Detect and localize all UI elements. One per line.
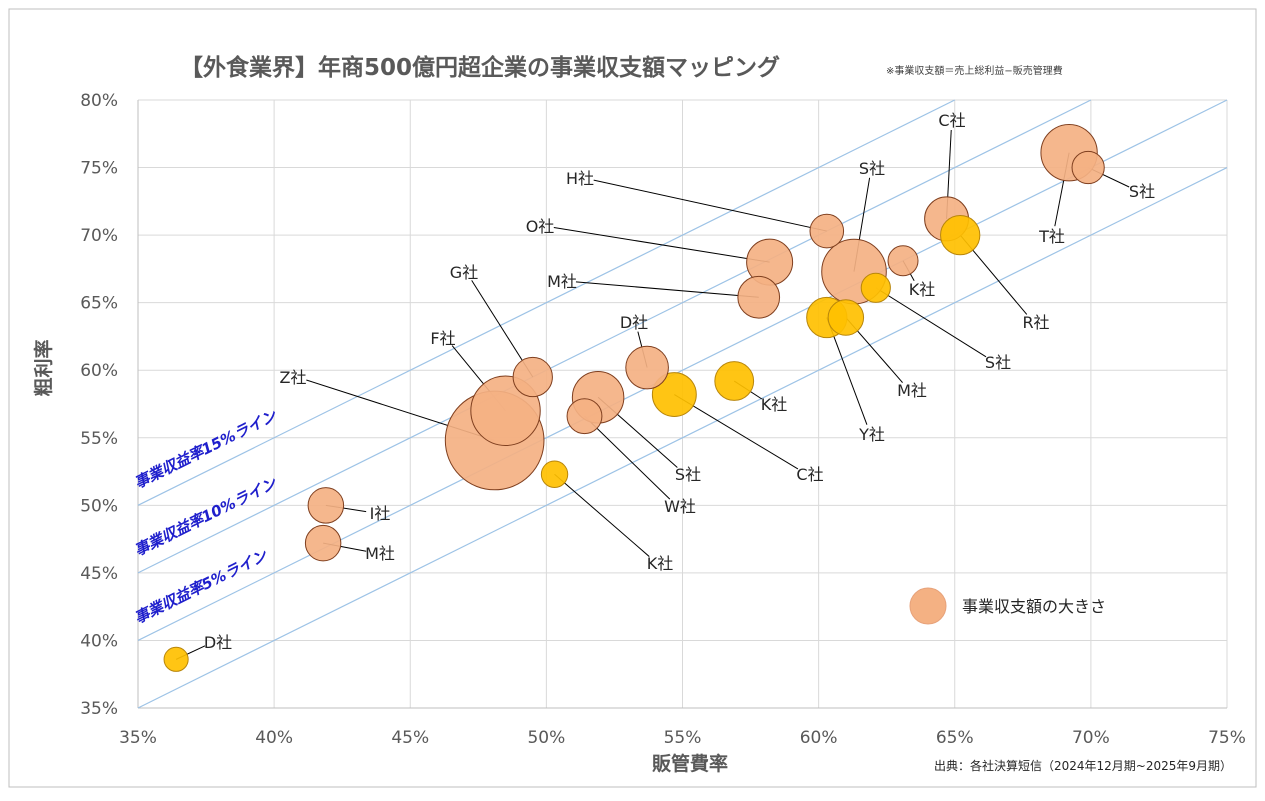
point-label: M社 xyxy=(365,544,395,563)
chart-note: ※事業収支額＝売上総利益−販売管理費 xyxy=(886,64,1063,77)
legend: 事業収支額の大きさ xyxy=(909,587,1106,625)
point-label: D社 xyxy=(620,313,648,332)
x-tick-label: 75% xyxy=(1208,728,1246,748)
bubble xyxy=(651,372,697,418)
reference-line xyxy=(137,99,1092,574)
x-tick-label: 70% xyxy=(1072,728,1110,748)
bubble xyxy=(540,460,569,488)
x-tick-label: 65% xyxy=(936,728,974,748)
source-note: 出典：各社決算短信（2024年12月期~2025年9月期） xyxy=(934,758,1232,773)
reference-line xyxy=(137,99,956,506)
y-tick-label: 80% xyxy=(80,91,118,111)
bubble xyxy=(304,524,342,562)
legend-label: 事業収支額の大きさ xyxy=(962,597,1106,616)
leader-line xyxy=(584,415,671,500)
point-label: S社 xyxy=(859,159,885,178)
leader-line xyxy=(554,473,650,557)
point-label: T社 xyxy=(1038,227,1065,246)
point-label: H社 xyxy=(566,169,594,188)
x-tick-label: 45% xyxy=(391,728,429,748)
point-label: F社 xyxy=(430,329,455,348)
leader-line xyxy=(553,227,770,263)
point-label: K社 xyxy=(909,280,936,299)
bubble xyxy=(566,398,603,435)
point-label: G社 xyxy=(450,263,478,282)
y-tick-label: 75% xyxy=(80,159,118,179)
x-tick-label: 55% xyxy=(664,728,702,748)
point-label: S社 xyxy=(1129,182,1155,201)
point-label: C社 xyxy=(796,465,823,484)
point-label: K社 xyxy=(647,554,674,573)
bubble xyxy=(860,272,891,303)
bubble xyxy=(512,356,553,398)
bubble xyxy=(940,214,981,256)
y-tick-label: 40% xyxy=(80,631,118,651)
bubble xyxy=(887,245,919,277)
point-label: O社 xyxy=(526,217,555,236)
bubble xyxy=(827,299,865,336)
y-tick-label: 50% xyxy=(80,496,118,516)
bubble xyxy=(1071,150,1105,185)
point-label: Y社 xyxy=(858,425,885,444)
point-labels: T社 S社 C社 R社 H社 S社 K社 S社 O社 M社 M社 Y社 D社 K社 C社 G社 F社 Z社 S社 W社… xyxy=(204,111,1155,652)
leader-line xyxy=(875,287,987,358)
bubble xyxy=(163,646,189,672)
x-axis-ticks: 35% 40% 45% 50% 55% 60% 65% 70% 75% xyxy=(119,728,1246,748)
leader-line xyxy=(674,394,799,470)
point-label: Z社 xyxy=(280,368,307,387)
point-label: S社 xyxy=(675,465,701,484)
bubble xyxy=(625,345,669,390)
point-label: K社 xyxy=(761,395,788,414)
point-label: M社 xyxy=(897,381,927,400)
x-axis-label: 販管費率 xyxy=(652,752,728,775)
point-label: D社 xyxy=(204,633,232,652)
point-label: S社 xyxy=(985,353,1011,372)
bubble xyxy=(737,275,781,319)
reference-line xyxy=(137,167,1228,709)
plot-border xyxy=(137,100,1227,709)
y-tick-label: 55% xyxy=(80,429,118,449)
bubble xyxy=(714,361,755,401)
bubble-series xyxy=(163,124,1105,672)
x-tick-label: 60% xyxy=(800,728,838,748)
x-tick-label: 40% xyxy=(255,728,293,748)
x-tick-label: 50% xyxy=(527,728,565,748)
point-label: C社 xyxy=(938,111,965,130)
point-label: W社 xyxy=(664,497,696,516)
leader-line xyxy=(575,281,759,298)
y-tick-label: 35% xyxy=(80,699,118,719)
y-axis-label: 粗利率 xyxy=(32,339,55,396)
bubble xyxy=(809,213,845,249)
leader-line xyxy=(593,179,827,232)
legend-bubble xyxy=(909,587,947,625)
y-tick-label: 60% xyxy=(80,361,118,381)
y-tick-label: 45% xyxy=(80,564,118,584)
y-tick-label: 65% xyxy=(80,294,118,314)
y-tick-label: 70% xyxy=(80,226,118,246)
point-label: I社 xyxy=(370,504,391,523)
point-label: R社 xyxy=(1022,313,1049,332)
y-axis-ticks: 35% 40% 45% 50% 55% 60% 65% 70% 75% 80% xyxy=(80,91,118,719)
x-tick-label: 35% xyxy=(119,728,157,748)
chart-title: 【外食業界】年商500億円超企業の事業収支額マッピング xyxy=(180,54,780,81)
point-label: M社 xyxy=(547,272,577,291)
bubble xyxy=(307,487,345,524)
